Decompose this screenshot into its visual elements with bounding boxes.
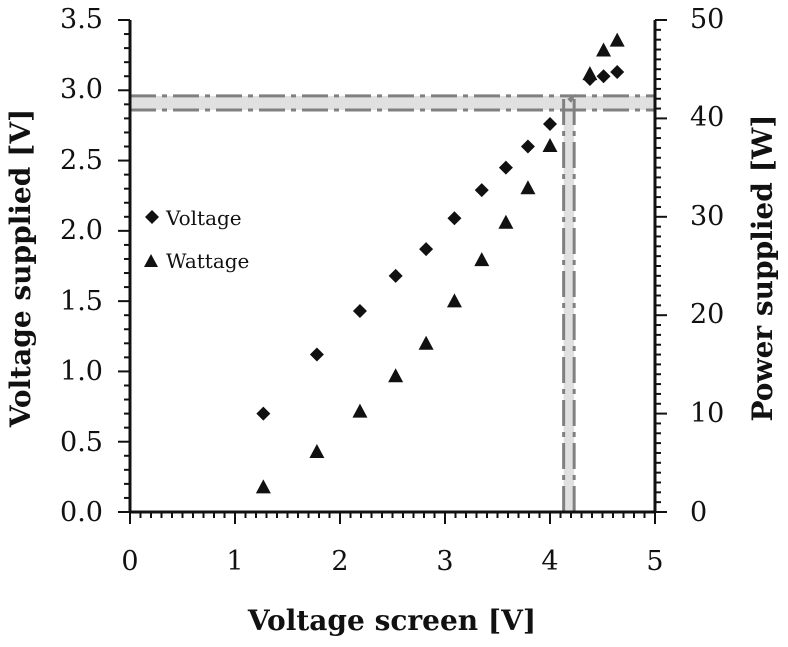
point-wattage-9 <box>542 137 558 152</box>
x-tick-label-4: 4 <box>541 546 558 577</box>
y-tick-label-2: 1.0 <box>60 356 103 387</box>
x-axis-title: Voltage screen [V] <box>247 604 536 637</box>
y2-tick-label-3: 30 <box>690 201 724 232</box>
guide-lines <box>130 93 655 512</box>
y2-tick-label-4: 40 <box>690 102 724 133</box>
point-voltage-11 <box>596 69 611 84</box>
x-tick-label-0: 0 <box>121 546 138 577</box>
y2-axis-title: Power supplied [W] <box>746 114 779 421</box>
x-tick-label-2: 2 <box>331 546 348 577</box>
y2-tick-label-0: 0 <box>690 497 707 528</box>
point-voltage-2 <box>352 303 367 318</box>
point-wattage-6 <box>474 252 490 267</box>
point-voltage-3 <box>388 268 403 283</box>
point-wattage-3 <box>388 368 404 383</box>
point-voltage-4 <box>419 242 434 257</box>
point-voltage-1 <box>309 347 324 362</box>
data-points <box>255 32 625 494</box>
y-tick-label-5: 2.5 <box>60 145 103 176</box>
guide-band-horizontal <box>130 95 655 110</box>
point-voltage-12 <box>610 65 625 80</box>
y-axis-title: Voltage supplied [V] <box>4 109 37 429</box>
point-voltage-5 <box>447 211 462 226</box>
legend-marker-voltage <box>145 210 159 224</box>
point-wattage-11 <box>596 42 612 57</box>
point-voltage-8 <box>520 139 535 154</box>
legend-label-voltage: Voltage <box>165 206 242 230</box>
y-tick-label-1: 0.5 <box>60 427 103 458</box>
point-wattage-2 <box>352 403 368 418</box>
tick-marks <box>118 19 667 524</box>
point-wattage-7 <box>498 214 514 229</box>
y2-tick-label-1: 10 <box>690 398 724 429</box>
point-voltage-9 <box>543 117 557 132</box>
legend-marker-wattage <box>144 254 158 267</box>
legend: Voltage Wattage <box>144 206 249 273</box>
guide-arrowhead <box>567 93 577 103</box>
legend-label-wattage: Wattage <box>166 249 249 273</box>
y-tick-label-6: 3.0 <box>60 74 103 105</box>
x-tick-label-3: 3 <box>436 546 453 577</box>
y-tick-label-4: 2.0 <box>60 215 103 246</box>
point-wattage-12 <box>609 32 625 47</box>
point-voltage-7 <box>498 160 513 175</box>
point-wattage-0 <box>255 479 271 494</box>
y-tick-label-7: 3.5 <box>60 4 103 35</box>
point-voltage-0 <box>256 406 271 421</box>
x-tick-label-1: 1 <box>226 546 243 577</box>
y2-tick-label-2: 20 <box>690 299 724 330</box>
point-wattage-4 <box>418 335 434 350</box>
point-voltage-6 <box>474 183 489 198</box>
point-wattage-1 <box>309 443 325 458</box>
point-wattage-5 <box>446 293 462 308</box>
y-tick-label-3: 1.5 <box>60 286 103 317</box>
x-tick-label-5: 5 <box>646 546 663 577</box>
point-wattage-8 <box>520 180 536 195</box>
point-wattage-10 <box>582 66 598 81</box>
y2-tick-label-5: 50 <box>690 4 724 35</box>
y-tick-label-0: 0.0 <box>60 497 103 528</box>
guide-band-vertical <box>563 95 575 512</box>
